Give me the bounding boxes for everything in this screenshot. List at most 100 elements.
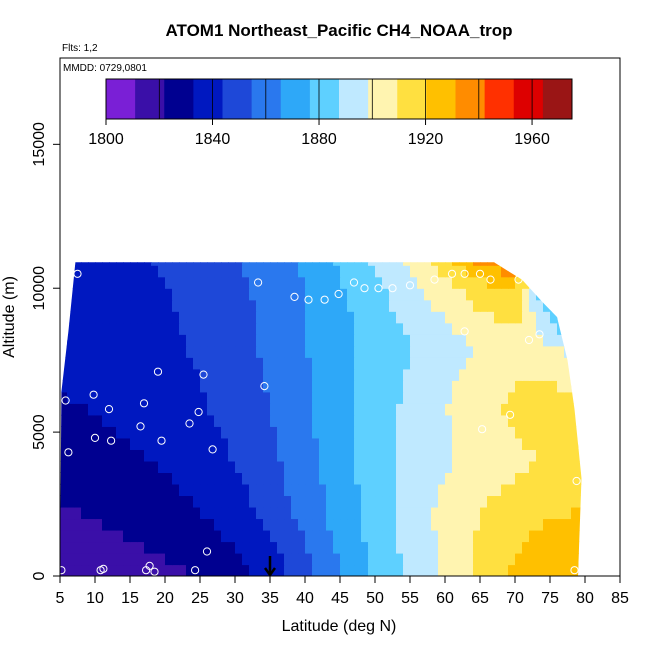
heatmap-cell — [403, 265, 411, 278]
heatmap-cell — [207, 357, 215, 370]
heatmap-cell — [403, 529, 411, 543]
heatmap-cell — [571, 506, 579, 520]
heatmap-cell — [564, 380, 572, 393]
heatmap-cell — [382, 334, 390, 347]
heatmap-cell — [319, 262, 327, 266]
heatmap-cell — [396, 460, 404, 473]
heatmap-cell — [452, 334, 460, 347]
heatmap-cell — [466, 564, 474, 576]
heatmap-cell — [480, 460, 488, 473]
heatmap-cell — [431, 426, 439, 439]
heatmap-cell — [347, 460, 355, 473]
heatmap-cell — [375, 483, 383, 497]
heatmap-cell — [480, 449, 488, 462]
heatmap-cell — [179, 472, 187, 485]
heatmap-cell — [529, 472, 537, 485]
heatmap-cell — [543, 276, 551, 289]
heatmap-cell — [249, 391, 257, 404]
heatmap-cell — [347, 564, 355, 576]
heatmap-cell — [186, 460, 194, 473]
heatmap-cell — [508, 334, 516, 347]
heatmap-cell — [130, 262, 138, 266]
heatmap-cell — [571, 368, 579, 381]
heatmap-cell — [382, 391, 390, 404]
heatmap-cell — [487, 552, 495, 566]
heatmap-cell — [424, 262, 432, 266]
heatmap-cell — [340, 414, 348, 427]
heatmap-cell — [396, 299, 404, 312]
heatmap-cell — [67, 460, 75, 473]
heatmap-cell — [501, 357, 509, 370]
heatmap-cell — [375, 357, 383, 370]
heatmap-cell — [557, 299, 565, 312]
heatmap-cell — [501, 334, 509, 347]
heatmap-cell — [557, 495, 565, 508]
heatmap-cell — [543, 311, 551, 324]
heatmap-cell — [354, 506, 362, 520]
heatmap-cell — [354, 426, 362, 439]
heatmap-cell — [501, 495, 509, 508]
heatmap-cell — [312, 334, 320, 347]
heatmap-cell — [95, 288, 103, 301]
heatmap-cell — [557, 552, 565, 566]
heatmap-cell — [347, 391, 355, 404]
heatmap-cell — [291, 403, 299, 416]
heatmap-cell — [312, 552, 320, 566]
heatmap-cell — [242, 288, 250, 301]
heatmap-cell — [578, 380, 582, 393]
heatmap-cell — [214, 483, 222, 497]
heatmap-cell — [445, 322, 453, 335]
heatmap-cell — [81, 334, 89, 347]
observation-point — [136, 422, 145, 431]
heatmap-cell — [452, 357, 460, 370]
heatmap-cell — [95, 541, 103, 554]
heatmap-cell — [494, 334, 502, 347]
heatmap-cell — [263, 460, 271, 473]
heatmap-cell — [473, 449, 481, 462]
heatmap-cell — [165, 495, 173, 508]
heatmap-cell — [403, 426, 411, 439]
heatmap-cell — [382, 472, 390, 485]
heatmap-cell — [95, 380, 103, 393]
heatmap-cell — [221, 262, 229, 266]
heatmap-cell — [88, 506, 96, 520]
heatmap-cell — [564, 262, 572, 266]
heatmap-cell — [165, 472, 173, 485]
heatmap-cell — [459, 265, 467, 278]
heatmap-cell — [109, 506, 117, 520]
heatmap-cell — [564, 311, 572, 324]
heatmap-cell — [109, 368, 117, 381]
heatmap-cell — [193, 345, 201, 358]
heatmap-cell — [193, 334, 201, 347]
heatmap-cell — [410, 437, 418, 450]
heatmap-cell — [221, 403, 229, 416]
heatmap-cell — [116, 262, 124, 266]
heatmap-cell — [578, 334, 582, 347]
heatmap-cell — [158, 449, 166, 462]
heatmap-cell — [228, 564, 236, 576]
heatmap-cell — [221, 391, 229, 404]
colorbar-swatch — [542, 79, 573, 119]
heatmap-cell — [67, 265, 75, 278]
x-tick-label: 35 — [261, 590, 279, 607]
heatmap-cell — [200, 483, 208, 497]
heatmap-cell — [235, 265, 243, 278]
heatmap-cell — [179, 506, 187, 520]
heatmap-cell — [67, 414, 75, 427]
heatmap-cell — [564, 426, 572, 439]
heatmap-cell — [403, 437, 411, 450]
heatmap-cell — [438, 437, 446, 450]
heatmap-cell — [60, 552, 68, 566]
heatmap-cell — [158, 518, 166, 531]
heatmap-cell — [326, 299, 334, 312]
heatmap-cell — [221, 529, 229, 543]
heatmap-cell — [368, 564, 376, 576]
heatmap-cell — [347, 541, 355, 554]
heatmap-cell — [431, 495, 439, 508]
heatmap-cell — [221, 518, 229, 531]
heatmap-cell — [347, 265, 355, 278]
heatmap-cell — [221, 472, 229, 485]
heatmap-cell — [270, 506, 278, 520]
heatmap-cell — [396, 334, 404, 347]
heatmap-cell — [333, 334, 341, 347]
